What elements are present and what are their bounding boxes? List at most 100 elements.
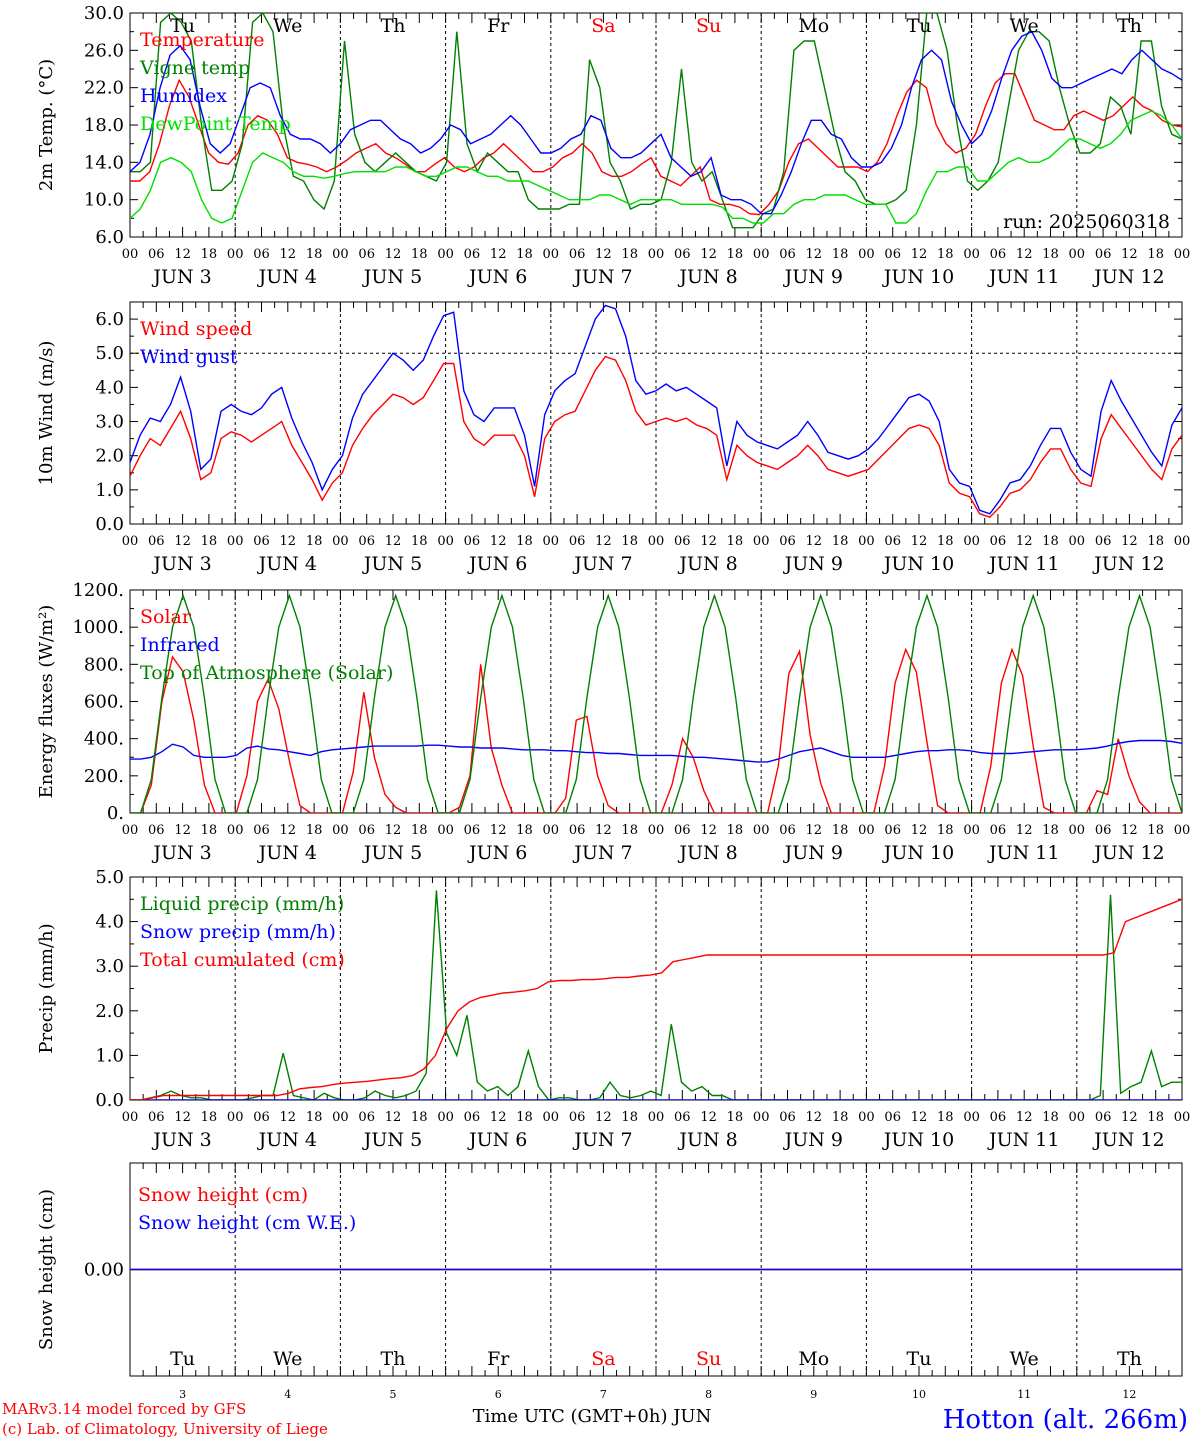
hour-tick-label: 12 (806, 534, 823, 549)
hour-tick-label: 12 (806, 247, 823, 262)
hour-tick-label: 18 (306, 247, 323, 262)
hour-tick-label: 18 (832, 823, 849, 838)
day-number-label: 10 (912, 1388, 926, 1401)
panel-energy: 0. 200. 400. 600. 800. 1000. 1200. Energy fluxe… (36, 580, 1190, 864)
hour-tick-label: 12 (911, 534, 928, 549)
series-line-vigne-temp (130, 13, 1182, 229)
hour-tick-label: 00 (437, 1110, 454, 1125)
legend-entry: Solar (140, 606, 192, 628)
day-name-label: Tu (170, 15, 195, 37)
hour-tick-label: 00 (1069, 247, 1086, 262)
date-label: JUN 10 (882, 266, 954, 288)
hour-tick-label: 00 (963, 247, 980, 262)
day-number-label: 3 (179, 1388, 186, 1401)
hour-tick-label: 06 (464, 823, 481, 838)
hour-tick-label: 06 (464, 247, 481, 262)
hour-tick-label: 00 (753, 534, 770, 549)
hour-tick-label: 18 (1147, 1110, 1164, 1125)
hour-tick-label: 06 (464, 1110, 481, 1125)
hour-tick-label: 00 (227, 1110, 244, 1125)
y-tick-label: 4.0 (95, 912, 124, 933)
hour-tick-label: 12 (595, 247, 612, 262)
date-label: JUN 3 (151, 553, 211, 575)
hour-tick-label: 18 (1042, 534, 1059, 549)
legend-entry: Total cumulated (cm) (140, 949, 345, 971)
hour-tick-label: 12 (174, 1110, 191, 1125)
hour-tick-label: 12 (700, 1110, 717, 1125)
y-tick-label: 0.00 (84, 1260, 124, 1281)
date-label: JUN 4 (257, 266, 317, 288)
hour-tick-label: 18 (727, 823, 744, 838)
hour-tick-label: 06 (884, 1110, 901, 1125)
date-label: JUN 10 (882, 553, 954, 575)
hour-tick-label: 18 (621, 1110, 638, 1125)
hour-tick-label: 18 (1042, 247, 1059, 262)
day-name-label: Th (1117, 1348, 1142, 1370)
y-tick-label: 600. (84, 692, 124, 713)
legend-entry: DewPoint Temp (140, 113, 291, 135)
y-tick-label: 1000. (72, 617, 124, 638)
hour-tick-label: 12 (490, 1110, 507, 1125)
y-tick-label: 26.0 (84, 40, 124, 61)
hour-tick-label: 00 (122, 823, 139, 838)
day-number-label: 6 (495, 1388, 502, 1401)
hour-tick-label: 00 (332, 247, 349, 262)
hour-tick-label: 12 (1016, 1110, 1033, 1125)
hour-tick-label: 12 (700, 534, 717, 549)
run-annotation: run: 2025060318 (1003, 211, 1170, 233)
hour-tick-label: 06 (148, 247, 165, 262)
hour-tick-label: 00 (227, 823, 244, 838)
hour-tick-label: 18 (411, 823, 428, 838)
y-tick-label: 1.0 (95, 480, 124, 501)
station-label: Hotton (alt. 266m) (943, 1405, 1188, 1435)
hour-tick-label: 00 (1069, 534, 1086, 549)
hour-tick-label: 00 (332, 823, 349, 838)
hour-tick-label: 12 (1121, 1110, 1138, 1125)
date-label: JUN 4 (257, 842, 317, 864)
date-label: JUN 10 (882, 842, 954, 864)
hour-tick-label: 18 (1042, 823, 1059, 838)
hour-tick-label: 18 (516, 1110, 533, 1125)
legend-entry: Wind gust (140, 346, 238, 368)
hour-tick-label: 12 (1016, 247, 1033, 262)
series-line-top-of-atmosphere-solar- (130, 593, 1182, 813)
hour-tick-label: 18 (937, 823, 954, 838)
panel-snow: 0.00 Snow height (cm) Snow height (cm) Snow… (36, 1162, 1183, 1401)
hour-tick-label: 18 (1147, 534, 1164, 549)
date-label: JUN 8 (677, 842, 737, 864)
hour-tick-label: 06 (253, 247, 270, 262)
legend-entry: Top of Atmosphere (Solar) (140, 662, 393, 684)
y-axis-label: Snow height (cm) (36, 1189, 57, 1350)
hour-tick-label: 00 (963, 1110, 980, 1125)
hour-tick-label: 12 (595, 823, 612, 838)
hour-tick-label: 18 (201, 1110, 218, 1125)
hour-tick-label: 00 (648, 823, 665, 838)
date-label: JUN 4 (257, 553, 317, 575)
series-line-liquid-precip-mm-h- (130, 890, 1182, 1100)
hour-tick-label: 18 (1042, 1110, 1059, 1125)
hour-tick-label: 12 (280, 534, 297, 549)
hour-tick-label: 06 (464, 534, 481, 549)
hour-tick-label: 12 (1121, 534, 1138, 549)
hour-tick-label: 06 (1095, 534, 1112, 549)
hour-tick-label: 12 (385, 534, 402, 549)
y-tick-label: 0.0 (95, 514, 124, 535)
hour-tick-label: 00 (122, 247, 139, 262)
hour-tick-label: 06 (253, 823, 270, 838)
hour-tick-label: 06 (779, 1110, 796, 1125)
day-number-label: 8 (705, 1388, 712, 1401)
legend-entry: Liquid precip (mm/h) (140, 893, 344, 915)
date-label: JUN 11 (987, 1129, 1059, 1151)
hour-tick-label: 00 (858, 823, 875, 838)
hour-tick-label: 06 (1095, 247, 1112, 262)
hour-tick-label: 12 (911, 1110, 928, 1125)
date-label: JUN 7 (572, 842, 632, 864)
hour-tick-label: 12 (1121, 823, 1138, 838)
series-line-humidex (130, 30, 1182, 215)
hour-tick-label: 18 (201, 823, 218, 838)
hour-tick-label: 00 (543, 823, 560, 838)
series-line-wind-gust (130, 304, 1182, 515)
hour-tick-label: 00 (858, 1110, 875, 1125)
hour-tick-label: 18 (516, 247, 533, 262)
hour-tick-label: 00 (858, 247, 875, 262)
